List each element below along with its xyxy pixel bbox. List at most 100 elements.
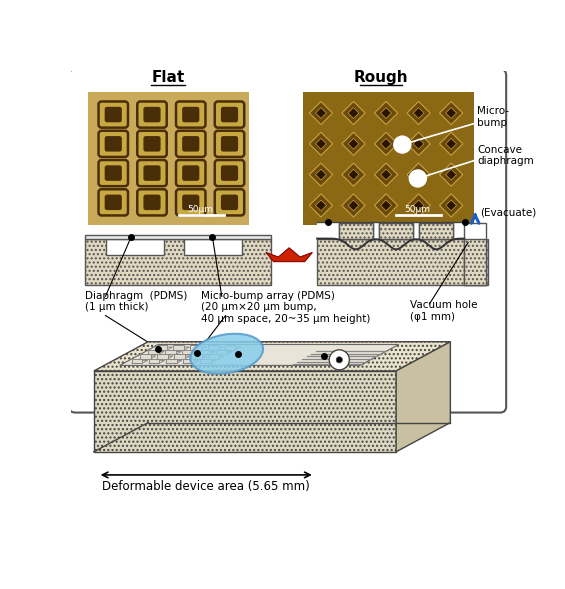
Polygon shape bbox=[440, 101, 463, 125]
FancyBboxPatch shape bbox=[98, 160, 128, 186]
Polygon shape bbox=[407, 163, 430, 186]
Polygon shape bbox=[208, 356, 224, 359]
FancyBboxPatch shape bbox=[106, 166, 121, 180]
Polygon shape bbox=[413, 200, 424, 211]
Polygon shape bbox=[165, 350, 176, 354]
Polygon shape bbox=[225, 347, 241, 350]
Polygon shape bbox=[440, 163, 463, 186]
Text: Concave
diaphragm: Concave diaphragm bbox=[477, 144, 534, 166]
Polygon shape bbox=[216, 352, 232, 354]
Polygon shape bbox=[157, 345, 167, 350]
Polygon shape bbox=[348, 200, 359, 211]
Polygon shape bbox=[315, 108, 327, 118]
Polygon shape bbox=[375, 101, 398, 125]
FancyBboxPatch shape bbox=[215, 160, 244, 186]
Polygon shape bbox=[200, 360, 216, 363]
Bar bbox=[184, 239, 242, 256]
Polygon shape bbox=[94, 342, 450, 371]
FancyBboxPatch shape bbox=[144, 166, 160, 180]
Polygon shape bbox=[157, 347, 172, 350]
Polygon shape bbox=[120, 345, 399, 365]
FancyBboxPatch shape bbox=[221, 196, 237, 209]
Polygon shape bbox=[348, 138, 359, 149]
Bar bbox=[419, 223, 454, 239]
FancyBboxPatch shape bbox=[144, 108, 160, 121]
Polygon shape bbox=[216, 350, 227, 354]
Polygon shape bbox=[381, 108, 392, 118]
Bar bbox=[106, 239, 164, 256]
FancyBboxPatch shape bbox=[137, 101, 167, 128]
Bar bbox=[317, 239, 488, 284]
Polygon shape bbox=[396, 342, 450, 452]
FancyBboxPatch shape bbox=[106, 108, 121, 121]
Bar bbox=[85, 239, 271, 284]
Polygon shape bbox=[157, 356, 173, 359]
Polygon shape bbox=[173, 345, 184, 350]
Polygon shape bbox=[446, 169, 457, 180]
Text: 50μm: 50μm bbox=[404, 205, 430, 214]
FancyBboxPatch shape bbox=[183, 166, 198, 180]
Polygon shape bbox=[190, 345, 201, 350]
Polygon shape bbox=[182, 350, 193, 354]
Polygon shape bbox=[132, 360, 147, 363]
Polygon shape bbox=[157, 354, 168, 359]
Polygon shape bbox=[148, 350, 159, 354]
FancyBboxPatch shape bbox=[183, 137, 198, 151]
Text: Micro-bump array (PDMS)
(20 μm×20 μm bump,
40 μm space, 20~35 μm height): Micro-bump array (PDMS) (20 μm×20 μm bum… bbox=[201, 291, 370, 324]
Polygon shape bbox=[413, 138, 424, 149]
FancyBboxPatch shape bbox=[183, 108, 198, 121]
Bar bbox=[303, 92, 473, 224]
Text: Flat: Flat bbox=[151, 70, 185, 85]
Polygon shape bbox=[174, 356, 190, 359]
FancyBboxPatch shape bbox=[137, 131, 167, 157]
Polygon shape bbox=[266, 248, 312, 262]
Polygon shape bbox=[166, 360, 182, 363]
Polygon shape bbox=[149, 359, 159, 363]
Bar bbox=[317, 223, 488, 239]
FancyBboxPatch shape bbox=[221, 108, 237, 121]
FancyBboxPatch shape bbox=[98, 189, 128, 216]
Polygon shape bbox=[413, 169, 424, 180]
FancyBboxPatch shape bbox=[221, 137, 237, 151]
Polygon shape bbox=[348, 108, 359, 118]
Bar bbox=[379, 223, 413, 239]
Polygon shape bbox=[182, 352, 198, 354]
FancyBboxPatch shape bbox=[176, 131, 206, 157]
Polygon shape bbox=[200, 359, 211, 363]
Text: Vacuum hole
(φ1 mm): Vacuum hole (φ1 mm) bbox=[410, 300, 477, 322]
Polygon shape bbox=[149, 360, 164, 363]
Circle shape bbox=[329, 350, 349, 370]
Bar bbox=[339, 223, 373, 239]
Polygon shape bbox=[148, 352, 164, 354]
Polygon shape bbox=[190, 347, 207, 350]
FancyBboxPatch shape bbox=[215, 101, 244, 128]
FancyBboxPatch shape bbox=[106, 137, 121, 151]
FancyBboxPatch shape bbox=[176, 101, 206, 128]
FancyBboxPatch shape bbox=[137, 189, 167, 216]
Polygon shape bbox=[407, 133, 430, 155]
Text: (Droplet ~φ2 mm): (Droplet ~φ2 mm) bbox=[165, 352, 267, 362]
FancyBboxPatch shape bbox=[144, 196, 160, 209]
FancyBboxPatch shape bbox=[215, 189, 244, 216]
Polygon shape bbox=[199, 352, 215, 354]
Polygon shape bbox=[315, 200, 327, 211]
Text: 50μm: 50μm bbox=[187, 205, 213, 214]
Text: Diaphragm  (PDMS)
(1 μm thick): Diaphragm (PDMS) (1 μm thick) bbox=[85, 291, 187, 313]
Bar bbox=[464, 223, 486, 284]
Polygon shape bbox=[348, 169, 359, 180]
FancyBboxPatch shape bbox=[106, 196, 121, 209]
Polygon shape bbox=[413, 108, 424, 118]
Polygon shape bbox=[132, 359, 142, 363]
Bar bbox=[419, 223, 454, 239]
FancyBboxPatch shape bbox=[221, 166, 237, 180]
Polygon shape bbox=[207, 347, 224, 350]
Polygon shape bbox=[309, 133, 333, 155]
Polygon shape bbox=[440, 194, 463, 217]
Polygon shape bbox=[174, 354, 185, 359]
Polygon shape bbox=[191, 356, 207, 359]
Polygon shape bbox=[440, 133, 463, 155]
Polygon shape bbox=[309, 163, 333, 186]
Polygon shape bbox=[315, 169, 327, 180]
Polygon shape bbox=[207, 345, 219, 350]
Text: Rough: Rough bbox=[353, 70, 408, 85]
